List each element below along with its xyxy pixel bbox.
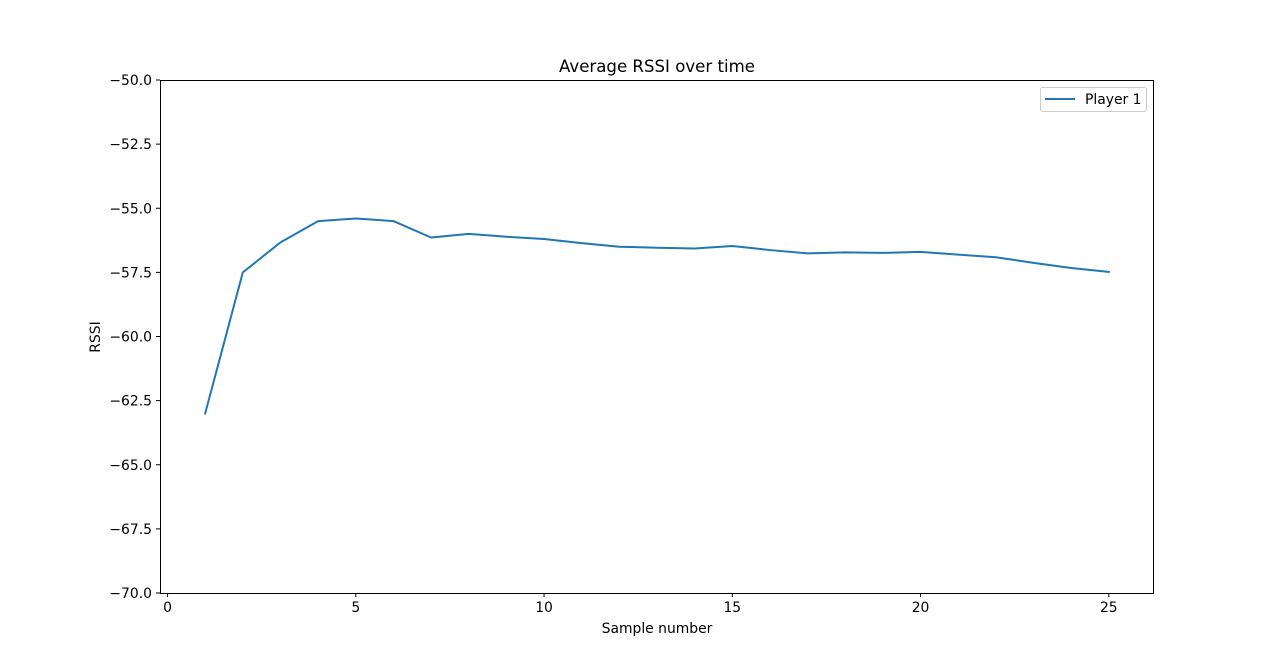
x-axis-ticks: 0 5 10 15 20 25 <box>163 593 1118 616</box>
x-axis-title: Sample number <box>602 621 713 637</box>
y-tick-label: −62.5 <box>109 394 152 410</box>
y-axis-title: RSSI <box>88 321 104 352</box>
y-tick-label: −70.0 <box>109 586 152 602</box>
x-tick-label: 0 <box>163 600 172 616</box>
plot-frame <box>160 80 1154 594</box>
legend: Player 1 <box>1040 87 1147 112</box>
y-tick-label: −57.5 <box>109 265 152 281</box>
x-tick-label: 25 <box>1100 600 1118 616</box>
x-tick-label: 20 <box>912 600 930 616</box>
legend-label: Player 1 <box>1085 92 1141 108</box>
x-tick-label: 10 <box>535 600 553 616</box>
chart-title: Average RSSI over time <box>559 57 755 76</box>
y-tick-label: −50.0 <box>109 73 152 89</box>
series-layer <box>203 217 1110 415</box>
x-tick-label: 15 <box>723 600 741 616</box>
legend-box <box>1040 87 1147 112</box>
series-line-1 <box>203 217 1110 415</box>
x-tick-label: 5 <box>351 600 360 616</box>
y-tick-label: −65.0 <box>109 458 152 474</box>
y-tick-label: −60.0 <box>109 330 152 346</box>
y-tick-label: −52.5 <box>109 137 152 153</box>
y-axis-ticks: −50.0 −52.5 −55.0 −57.5 −60.0 −62.5 −65.0 −67.5… <box>109 73 160 602</box>
y-tick-label: −67.5 <box>109 522 152 538</box>
y-tick-label: −55.0 <box>109 201 152 217</box>
